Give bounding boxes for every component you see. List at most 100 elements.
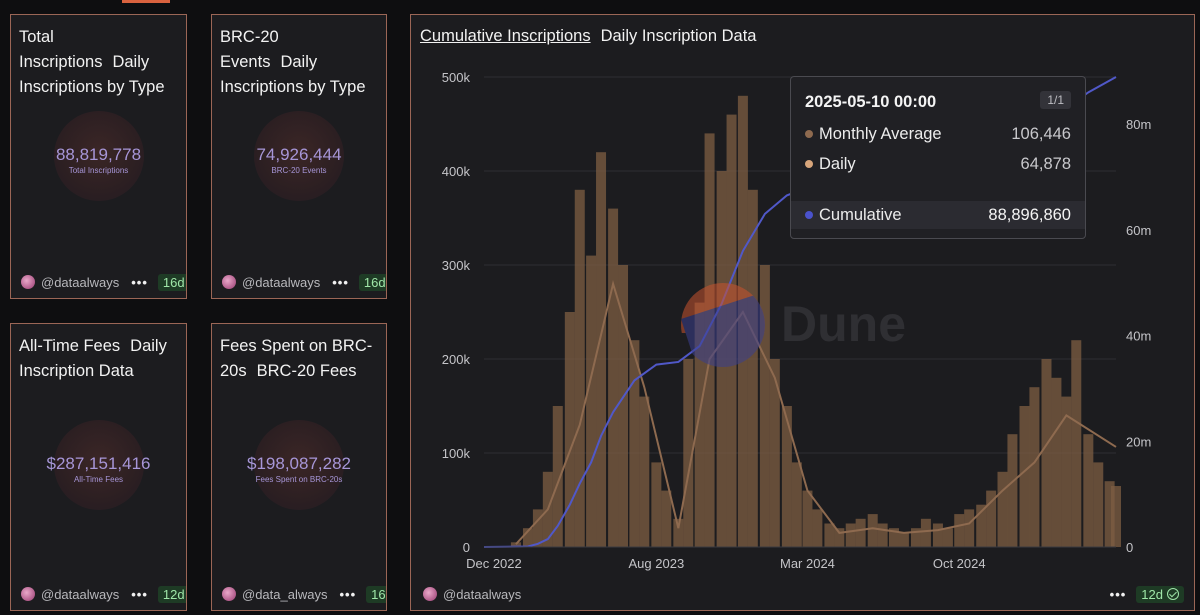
age-text: 12d	[1141, 586, 1163, 602]
counter-card-brc20-events[interactable]: BRC-20 Events Daily Inscriptions by Type …	[211, 14, 387, 299]
daily-bar	[564, 312, 575, 547]
daily-bar	[812, 509, 823, 547]
daily-bar	[1111, 486, 1121, 547]
card-tab-inscriptions[interactable]: Inscriptions	[19, 53, 103, 71]
more-options-button[interactable]: •••	[131, 274, 148, 290]
tooltip-label: Daily	[819, 154, 856, 173]
y-left-tick-label: 500k	[442, 70, 471, 85]
daily-bar	[802, 490, 813, 547]
daily-bar	[964, 509, 975, 547]
avatar[interactable]	[222, 587, 236, 601]
more-options-button[interactable]: •••	[1109, 586, 1127, 602]
daily-bar	[997, 471, 1008, 547]
check-circle-icon	[1167, 588, 1179, 600]
daily-bar	[651, 462, 662, 547]
daily-bar	[954, 514, 965, 547]
tooltip-label: Monthly Average	[819, 124, 942, 143]
more-options-button[interactable]: •••	[131, 586, 148, 602]
card-tab-inscription-data[interactable]: Inscription Data	[19, 362, 134, 380]
chart-tabs: Cumulative Inscriptions Daily Inscription…	[420, 27, 756, 46]
age-badge: 16d	[157, 273, 186, 291]
y-left-tick-label: 300k	[442, 258, 471, 273]
counter-card-all-time-fees[interactable]: All-Time Fees Daily Inscription Data $287…	[10, 323, 187, 611]
counter-card-brc20-fees[interactable]: Fees Spent on BRC- 20s BRC-20 Fees $198,0…	[211, 323, 387, 611]
x-axis: Dec 2022 Aug 2023 Mar 2024 Oct 2024	[466, 546, 1116, 571]
tooltip-row-monthly-average: Monthly Average 106,446	[791, 120, 1085, 148]
age-badge: 12d	[1136, 585, 1184, 603]
daily-bar	[1061, 396, 1072, 547]
daily-bar	[976, 504, 987, 547]
avatar[interactable]	[423, 587, 437, 601]
daily-bar	[586, 255, 597, 547]
card-tab-daily[interactable]: Daily	[112, 53, 150, 71]
daily-bar	[759, 265, 770, 547]
more-options-button[interactable]: •••	[332, 274, 349, 290]
x-tick-label: Oct 2024	[933, 556, 986, 571]
daily-bar	[824, 523, 835, 547]
more-options-button[interactable]: •••	[339, 586, 357, 602]
y-right-tick-label: 0	[1126, 540, 1133, 555]
author-link[interactable]: @data_always	[242, 586, 328, 602]
card-tab-daily[interactable]: Daily	[130, 337, 167, 355]
card-tab-fees-spent-cont[interactable]: 20s	[220, 362, 247, 380]
counter-card-total-inscriptions[interactable]: Total Inscriptions Daily Inscriptions by …	[10, 14, 187, 299]
daily-bar	[661, 490, 672, 547]
y-left-tick-label: 200k	[442, 352, 471, 367]
card-tab-total[interactable]: Total	[19, 28, 54, 46]
y-right-tick-label: 80m	[1126, 117, 1151, 132]
daily-bar	[898, 532, 909, 547]
card-tab-brc20-fees[interactable]: BRC-20 Fees	[256, 362, 357, 380]
daily-bar	[618, 265, 629, 547]
card-tab-events[interactable]: Events	[220, 53, 271, 71]
chart-card-cumulative-inscriptions[interactable]: 0 100k 200k 300k 400k 500k 0 20m 40m 60m 80m Dec …	[410, 14, 1195, 611]
counter-ring	[254, 420, 344, 510]
chart-tooltip: 2025-05-10 00:00 1/1 Monthly Average 106…	[790, 76, 1086, 239]
daily-bar	[1041, 359, 1052, 547]
card-tab-inscriptions-by-type[interactable]: Inscriptions by Type	[220, 78, 366, 96]
avatar[interactable]	[21, 587, 35, 601]
card-tab-all-time-fees[interactable]: All-Time Fees	[19, 337, 121, 355]
tab-cumulative-inscriptions[interactable]: Cumulative Inscriptions	[420, 27, 591, 45]
card-tab-fees-spent[interactable]: Fees Spent on BRC-	[220, 337, 373, 355]
card-title: Fees Spent on BRC- 20s BRC-20 Fees	[220, 334, 378, 384]
active-tab-indicator	[122, 0, 170, 3]
tooltip-row-cumulative: Cumulative 88,896,860	[791, 201, 1085, 229]
counter-sublabel: All-Time Fees	[73, 475, 124, 484]
legend-dot-daily	[805, 160, 813, 168]
age-text: 16d	[162, 274, 185, 290]
card-tab-brc20[interactable]: BRC-20	[220, 28, 279, 46]
dune-logo-icon	[681, 283, 765, 367]
daily-bar	[1007, 434, 1018, 547]
daily-bar	[845, 523, 856, 547]
daily-bar	[747, 189, 758, 548]
tooltip-value: 64,878	[1020, 154, 1071, 173]
avatar[interactable]	[21, 275, 35, 289]
daily-bar	[694, 302, 705, 547]
card-title: All-Time Fees Daily Inscription Data	[19, 334, 178, 384]
counter-gauge: 74,926,444 BRC-20 Events	[212, 111, 386, 231]
card-tab-inscriptions-by-type[interactable]: Inscriptions by Type	[19, 78, 165, 96]
daily-bar	[608, 208, 619, 547]
legend-dot-monthly-average	[805, 130, 813, 138]
daily-bar	[683, 359, 694, 547]
x-tick-label: Dec 2022	[466, 556, 522, 571]
author-link[interactable]: @dataalways	[242, 274, 321, 290]
tooltip-label: Cumulative	[819, 205, 902, 224]
x-tick-label: Mar 2024	[780, 556, 835, 571]
y-right-tick-label: 20m	[1126, 434, 1151, 449]
counter-gauge: $287,151,416 All-Time Fees	[11, 420, 186, 540]
author-link[interactable]: @dataalways	[41, 586, 120, 602]
y-left-tick-label: 400k	[442, 164, 471, 179]
tab-daily-inscription-data[interactable]: Daily Inscription Data	[600, 27, 757, 45]
counter-ring	[53, 111, 144, 201]
counter-value: 74,926,444	[256, 145, 342, 164]
avatar[interactable]	[222, 275, 236, 289]
card-tab-daily[interactable]: Daily	[280, 53, 318, 71]
daily-bar	[910, 528, 921, 547]
author-link[interactable]: @dataalways	[443, 586, 522, 602]
y-right-tick-label: 40m	[1126, 329, 1151, 344]
daily-bar	[834, 528, 845, 547]
author-link[interactable]: @dataalways	[41, 274, 120, 290]
age-badge: 16d	[366, 585, 386, 603]
counter-gauge: $198,087,282 Fees Spent on BRC-20s	[212, 420, 386, 540]
